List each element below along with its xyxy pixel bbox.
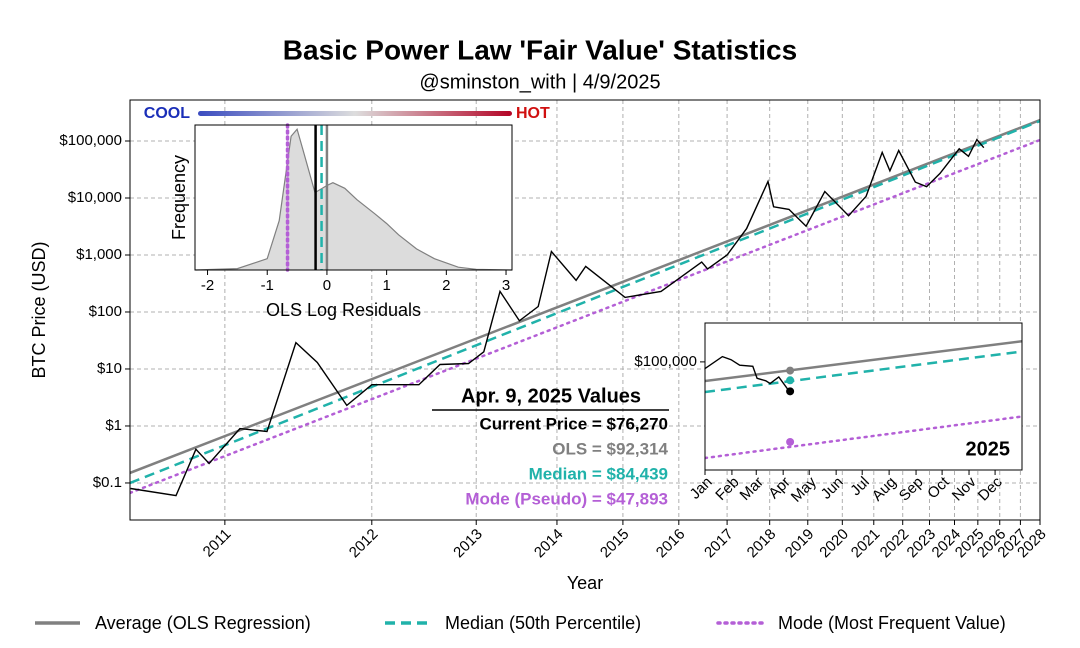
- x-tick-label: -2: [201, 277, 214, 294]
- point: [786, 376, 795, 385]
- x-axis-label: Year: [567, 573, 603, 593]
- series-line: [705, 355, 791, 392]
- point: [786, 437, 795, 446]
- y-tick-label: $100,000: [634, 353, 697, 370]
- value-label: Median = $84,439: [529, 464, 668, 483]
- zoom-annotation: 2025: [966, 438, 1011, 460]
- y-tick-label: $10: [97, 360, 122, 377]
- legend-label: Median (50th Percentile): [445, 613, 641, 633]
- y-axis-label: BTC Price (USD): [29, 241, 49, 378]
- series-line: [130, 138, 985, 497]
- point: [786, 387, 795, 396]
- x-tick-label: 2: [442, 277, 450, 294]
- density-line: [195, 127, 513, 271]
- inset-frame: [704, 322, 1023, 471]
- y-tick-label: $100: [89, 303, 122, 320]
- series-line: [130, 138, 1040, 495]
- x-tick-label: -1: [261, 277, 274, 294]
- colorbar-high-label: HOT: [516, 105, 550, 122]
- y-axis-label: Frequency: [169, 155, 189, 240]
- point: [786, 366, 795, 375]
- y-tick-label: $0.1: [93, 474, 122, 491]
- series-line: [705, 339, 1022, 383]
- legend-label: Average (OLS Regression): [95, 613, 311, 633]
- series-line: [130, 119, 1040, 485]
- series-line: [705, 350, 1022, 394]
- inset-frame: [194, 124, 513, 271]
- legend-label: Mode (Most Frequent Value): [778, 613, 1006, 633]
- y-tick-label: $10,000: [68, 189, 122, 206]
- plot-frame: [129, 99, 1041, 521]
- x-axis-label: OLS Log Residuals: [266, 300, 421, 320]
- colorbar: [198, 111, 512, 116]
- value-label: OLS = $92,314: [552, 439, 668, 458]
- colorbar-low-label: COOL: [144, 105, 190, 122]
- series-line: [130, 118, 1040, 475]
- chart-subtitle: @sminston_with | 4/9/2025: [419, 71, 660, 93]
- chart-title: Basic Power Law 'Fair Value' Statistics: [283, 34, 797, 65]
- y-tick-label: $100,000: [59, 132, 122, 149]
- value-label: Current Price = $76,270: [479, 414, 668, 433]
- values-title: Apr. 9, 2025 Values: [461, 385, 641, 407]
- y-tick-label: $1,000: [76, 246, 122, 263]
- value-label: Mode (Pseudo) = $47,893: [465, 489, 668, 508]
- y-tick-label: $1: [105, 417, 122, 434]
- series-line: [705, 415, 1022, 460]
- x-tick-label: 1: [382, 277, 390, 294]
- density-area: [195, 129, 512, 270]
- x-tick-label: 3: [502, 277, 510, 294]
- x-tick-label: 0: [323, 277, 331, 294]
